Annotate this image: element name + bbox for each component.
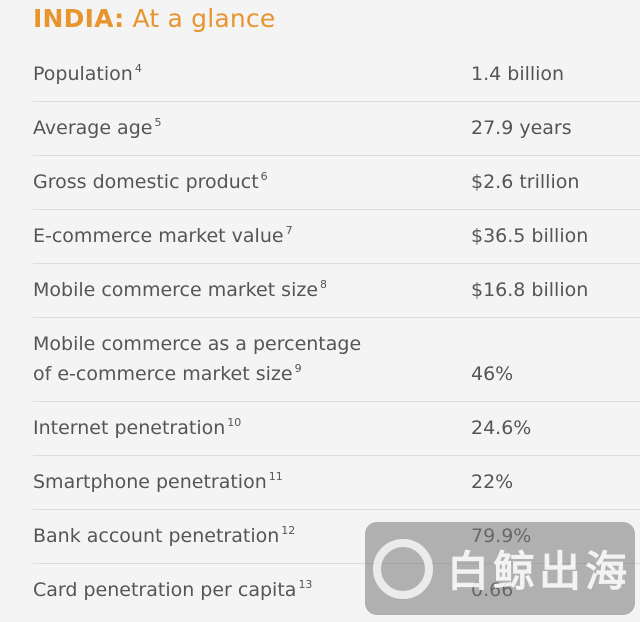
label-main: Card penetration per capita <box>33 579 297 601</box>
footnote-ref: 5 <box>154 116 162 129</box>
row-value: $36.5 billion <box>471 225 589 247</box>
label-main: Average age <box>33 117 153 139</box>
footnote-ref: 13 <box>298 578 313 591</box>
label-main: Gross domestic product <box>33 171 259 193</box>
row-label: E-commerce market value 7 <box>33 221 471 251</box>
label-text: Smartphone penetration 11 <box>33 467 283 497</box>
row-value: 46% <box>471 363 514 385</box>
watermark-logo <box>373 538 433 599</box>
label-text: Population 4 <box>33 59 142 89</box>
title-lead: INDIA: <box>33 4 125 33</box>
footnote-ref: 11 <box>268 470 283 483</box>
label-main: Mobile commerce as a percentage of e-com… <box>33 333 362 385</box>
footnote-ref: 7 <box>285 224 293 237</box>
row-value: $2.6 trillion <box>471 171 580 193</box>
label-text: Mobile commerce market size 8 <box>33 275 327 305</box>
row-label: Bank account penetration 12 <box>33 521 471 551</box>
label-main: Bank account penetration <box>33 525 280 547</box>
row-value: $16.8 billion <box>471 279 589 301</box>
table-row: Smartphone penetration 11 22% <box>33 456 640 510</box>
title: INDIA: At a glance <box>33 4 275 33</box>
footnote-ref: 8 <box>320 278 328 291</box>
row-label: Average age 5 <box>33 113 471 143</box>
label-main: Population <box>33 63 133 85</box>
table: Population 4 1.4 billion Average age 5 27.9 y… <box>33 48 640 617</box>
watermark: 白鲸出海 <box>365 522 635 615</box>
label-text: Gross domestic product 6 <box>33 167 268 197</box>
table-row: Gross domestic product 6 $2.6 trillion <box>33 156 640 210</box>
label-main: Smartphone penetration <box>33 471 267 493</box>
row-label: Card penetration per capita 13 <box>33 575 471 605</box>
label-text: Internet penetration 10 <box>33 413 241 443</box>
label-main: E-commerce market value <box>33 225 284 247</box>
watermark-text: 白鲸出海 <box>447 547 632 596</box>
row-value: 22% <box>471 471 514 493</box>
label-text: Card penetration per capita 13 <box>33 575 312 605</box>
table-row: Average age 5 27.9 years <box>33 102 640 156</box>
footnote-ref: 4 <box>134 62 142 75</box>
row-value: 27.9 years <box>471 117 572 139</box>
label-text: Average age 5 <box>33 113 161 143</box>
row-value: 1.4 billion <box>471 63 565 85</box>
row-label: Mobile commerce as a percentage of e-com… <box>33 329 471 389</box>
table-row: Mobile commerce as a percentage of e-com… <box>33 318 640 402</box>
title-text: At a glance <box>132 4 276 33</box>
row-label: Smartphone penetration 11 <box>33 467 471 497</box>
table-row: Mobile commerce market size 8 $16.8 billio… <box>33 264 640 318</box>
table-row: Internet penetration 10 24.6% <box>33 402 640 456</box>
footnote-ref: 12 <box>281 524 296 537</box>
row-label: Mobile commerce market size 8 <box>33 275 471 305</box>
table-row: E-commerce market value 7 $36.5 billion <box>33 210 640 264</box>
label-text: E-commerce market value 7 <box>33 221 293 251</box>
label-main: Internet penetration <box>33 417 226 439</box>
label-text: Mobile commerce as a percentage of e-com… <box>33 329 383 389</box>
footnote-ref: 10 <box>227 416 242 429</box>
label-text: Bank account penetration 12 <box>33 521 295 551</box>
row-label: Gross domestic product 6 <box>33 167 471 197</box>
footnote-ref: 6 <box>260 170 268 183</box>
row-label: Internet penetration 10 <box>33 413 471 443</box>
row-label: Population 4 <box>33 59 471 89</box>
label-main: Mobile commerce market size <box>33 279 319 301</box>
row-value: 24.6% <box>471 417 532 439</box>
footnote-ref: 9 <box>294 362 302 375</box>
table-row: Population 4 1.4 billion <box>33 48 640 102</box>
